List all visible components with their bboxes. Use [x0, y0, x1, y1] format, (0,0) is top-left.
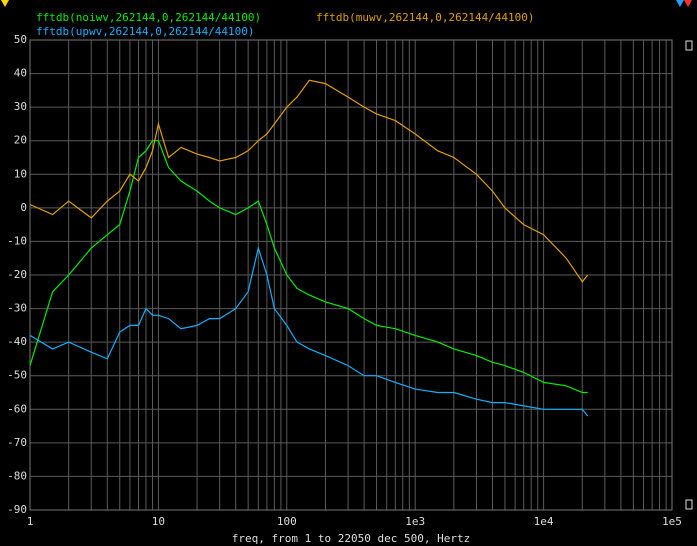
y-tick-label: 40 [14, 67, 27, 80]
plot-border [29, 39, 673, 511]
y-tick-label: -50 [7, 369, 27, 382]
legend-entry: fftdb(upwv,262144,0,262144/44100) [36, 25, 255, 38]
series-line [29, 79, 589, 283]
x-tick-label: 1e5 [662, 515, 682, 528]
y-tick-label: -60 [7, 402, 27, 415]
x-tick-label: 10 [152, 515, 165, 528]
marker [1, 0, 9, 7]
y-tick-label: -80 [7, 469, 27, 482]
marker [684, 0, 692, 7]
y-tick-label: 10 [14, 167, 27, 180]
y-tick-label: 30 [14, 100, 27, 113]
series-line [29, 140, 588, 394]
handle [685, 40, 693, 51]
legend-entry: fftdb(muwv,262144,0,262144/44100) [316, 11, 535, 24]
y-tick-label: -70 [7, 436, 27, 449]
x-tick-label: 1e3 [405, 515, 425, 528]
handle [685, 499, 693, 510]
y-tick-label: -90 [7, 503, 27, 516]
series-line [29, 245, 589, 417]
legend-entry: fftdb(noiwv,262144,0,262144/44100) [36, 11, 261, 24]
marker [676, 0, 684, 7]
y-tick-label: 50 [14, 33, 27, 46]
y-tick-label: -20 [7, 268, 27, 281]
x-axis-label: freq, from 1 to 22050 dec 500, Hertz [232, 532, 470, 545]
y-tick-label: 0 [20, 201, 27, 214]
y-tick-label: -30 [7, 302, 27, 315]
x-tick-label: 1 [27, 515, 34, 528]
y-tick-label: -40 [7, 335, 27, 348]
y-tick-label: -10 [7, 234, 27, 247]
x-tick-label: 1e4 [534, 515, 554, 528]
x-tick-label: 100 [277, 515, 297, 528]
y-tick-label: 20 [14, 134, 27, 147]
